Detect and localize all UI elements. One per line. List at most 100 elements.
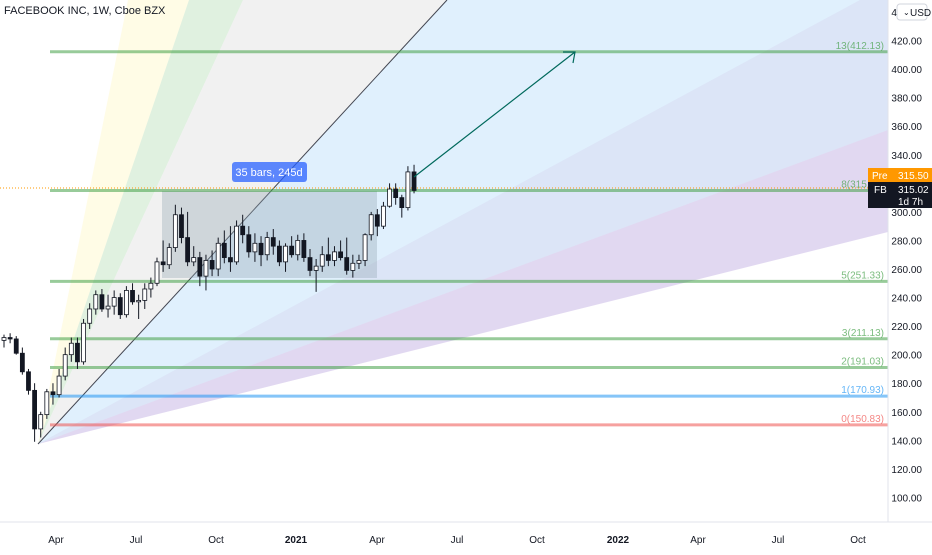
- candle-body-10: [62, 354, 68, 377]
- candle-body-21: [130, 290, 135, 303]
- candle-63: [387, 183, 392, 208]
- candle-body-15: [93, 294, 99, 310]
- candle-body-25: [154, 261, 160, 284]
- time-tick-5: Jul: [451, 535, 464, 546]
- candle-body-67: [411, 171, 417, 191]
- candle-27: [166, 243, 172, 269]
- candle-40: [246, 226, 252, 258]
- fib-level-label-1: 8(315.02): [841, 179, 884, 190]
- candle-body-20: [124, 290, 129, 316]
- price-axis[interactable]: 100.00 120.00 140.00 160.00 180.00 200.00 220.…: [887, 0, 932, 550]
- fib-level-label-6: 0(150.83): [841, 414, 884, 425]
- candle-20: [124, 286, 129, 318]
- fan-zone-purple: [38, 130, 888, 444]
- candle-8: [50, 383, 56, 405]
- currency-badge-bg: [896, 3, 928, 21]
- candle-39: [240, 214, 246, 244]
- measure-label-badge[interactable]: 35 bars, 245d: [232, 162, 307, 182]
- last-price-value: 315.02: [898, 185, 929, 196]
- price-tick-6: 200.00: [891, 351, 922, 362]
- candle-body-5: [32, 389, 37, 430]
- candle-47: [289, 236, 295, 258]
- candle-body-44: [270, 237, 276, 247]
- candle-5: [32, 383, 37, 442]
- candle-body-51: [313, 265, 319, 271]
- candle-21: [130, 283, 135, 305]
- candle-54: [332, 246, 337, 267]
- price-tick-1: 100.00: [891, 493, 922, 504]
- candle-17: [105, 294, 111, 318]
- candle-16: [99, 288, 105, 312]
- candle-body-47: [289, 245, 295, 256]
- time-tick-3: 2021: [285, 535, 308, 546]
- candle-14: [87, 303, 93, 329]
- candle-body-52: [319, 254, 325, 267]
- fib-level-label-5: 1(170.93): [841, 385, 884, 396]
- candle-59: [362, 233, 368, 267]
- candle-body-42: [258, 242, 264, 256]
- time-tick-7: 2022: [607, 535, 630, 546]
- candle-body-33: [203, 260, 209, 277]
- candle-body-57: [350, 262, 356, 271]
- candle-56: [344, 237, 350, 275]
- candle-body-58: [356, 260, 362, 264]
- candle-body-32: [197, 257, 203, 277]
- candle-55: [338, 240, 344, 261]
- fib-level-label-0: 13(412.13): [836, 41, 884, 52]
- trend-arrow-line[interactable]: [413, 51, 576, 178]
- fib-level-label-4: 2(191.03): [841, 356, 884, 367]
- currency-chevron-icon: ⌄: [903, 8, 910, 17]
- time-tick-1: Jul: [130, 535, 143, 546]
- candle-65: [399, 194, 405, 218]
- price-tick-5: 180.00: [891, 379, 922, 390]
- candle-45: [276, 240, 282, 267]
- candle-43: [264, 231, 270, 261]
- price-tick-16: 400.00: [891, 65, 922, 76]
- last-badge-bg: [868, 182, 932, 208]
- candle-12: [75, 337, 80, 369]
- candle-body-50: [307, 257, 313, 271]
- candle-body-13: [81, 322, 86, 363]
- price-tick-10: 280.00: [891, 236, 922, 247]
- candle-body-60: [368, 214, 374, 236]
- candles-layer: [1, 164, 417, 442]
- candle-49: [301, 233, 307, 262]
- price-tick-14: 360.00: [891, 122, 922, 133]
- symbol-label: FB: [874, 185, 887, 196]
- candle-36: [221, 230, 227, 264]
- candle-body-56: [344, 257, 350, 271]
- price-tick-11: 300.00: [891, 208, 922, 219]
- time-tick-8: Apr: [690, 535, 706, 546]
- last-price-badge: FB 315.02 1d 7h: [868, 182, 932, 208]
- time-tick-10: Oct: [850, 535, 866, 546]
- candle-body-41: [252, 242, 258, 253]
- time-axis[interactable]: Apr Jul Oct 2021 Apr Jul Oct 2022 Apr Jul Oct: [0, 521, 932, 546]
- candle-13: [81, 318, 86, 365]
- candle-2: [13, 336, 19, 355]
- candle-61: [374, 209, 380, 237]
- candle-34: [209, 250, 215, 277]
- trend-arrow[interactable]: [413, 51, 576, 178]
- price-axis-bg: [888, 0, 932, 550]
- currency-badge[interactable]: ⌄ USD: [896, 3, 931, 21]
- candle-31: [191, 246, 197, 267]
- candle-body-53: [325, 254, 331, 261]
- price-tick-3: 140.00: [891, 436, 922, 447]
- candle-body-1: [7, 337, 13, 340]
- time-axis-ticks: Apr Jul Oct 2021 Apr Jul Oct 2022 Apr Jul Oct: [48, 535, 866, 546]
- candle-15: [93, 290, 99, 315]
- candle-body-28: [172, 214, 178, 248]
- candle-body-66: [405, 171, 411, 209]
- candle-6: [38, 411, 44, 438]
- fan-zone-green: [38, 0, 243, 444]
- trend-arrow-head: [563, 51, 576, 64]
- pre-market-badge: Pre 315.50: [868, 168, 932, 182]
- currency-label: USD: [910, 8, 931, 19]
- candle-body-16: [99, 294, 105, 310]
- candle-body-49: [301, 240, 307, 258]
- candle-0: [1, 334, 7, 348]
- fib-levels: 13(412.13) 8(315.02) 5(251.33) 3(211.13) 2(1…: [50, 41, 888, 427]
- pre-badge-bg: [868, 168, 932, 182]
